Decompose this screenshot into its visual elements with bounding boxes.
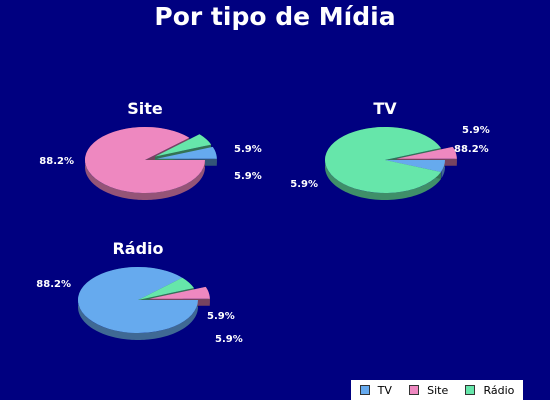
pie-chart-radio: Rádio 88.2% 5.9% 5.9% (36, 239, 242, 345)
pie-chart-tv: TV 88.2% 5.9% 5.9% (290, 99, 490, 200)
legend-label-tv: TV (377, 383, 392, 397)
legend-swatch-radio (465, 385, 476, 395)
legend-swatch-tv (359, 385, 370, 395)
pie-title-site: Site (127, 99, 163, 118)
pie-tv-slice-radio (385, 160, 445, 172)
pie-site-slice-site (84, 127, 205, 193)
pie-tv-label-tv: 88.2% (454, 144, 489, 155)
pie-site-slice-radio (155, 134, 212, 157)
legend-label-site: Site (427, 383, 449, 397)
legend: TV Site Rádio (351, 380, 523, 400)
pie-radio-slice-radio (138, 277, 194, 300)
pie-site-label-radio: 5.9% (234, 171, 262, 182)
pie-site-slice-tv (156, 146, 217, 159)
pie-radio-slice-site (149, 286, 210, 299)
legend-label-radio: Rádio (483, 383, 515, 397)
legend-swatch-site (409, 385, 420, 395)
pie-chart-site: Site 5.9% 88.2% 5.9% (39, 99, 262, 200)
pie-tv-label-site: 5.9% (290, 179, 318, 190)
pie-radio-label-site: 5.9% (207, 311, 235, 322)
pie-site-label-tv: 5.9% (234, 144, 262, 155)
pie-tv-slice-site (396, 146, 457, 159)
pie-radio-slice-tv (78, 267, 199, 333)
pie-title-radio: Rádio (112, 239, 163, 258)
pie-tv-label-radio: 5.9% (462, 125, 490, 136)
pie-tv-side-radio (441, 160, 445, 179)
legend-item-radio: Rádio (465, 384, 514, 397)
pie-site-label-site: 88.2% (39, 156, 74, 167)
pie-radio-label-tv: 88.2% (36, 279, 71, 290)
legend-item-site: Site (409, 384, 448, 397)
pie-title-tv: TV (373, 99, 397, 118)
pie-radio-label-radio: 5.9% (215, 334, 243, 345)
legend-item-tv: TV (359, 383, 392, 397)
pie-tv-slice-tv (325, 127, 441, 194)
chart-title: Por tipo de Mídia (154, 2, 396, 31)
